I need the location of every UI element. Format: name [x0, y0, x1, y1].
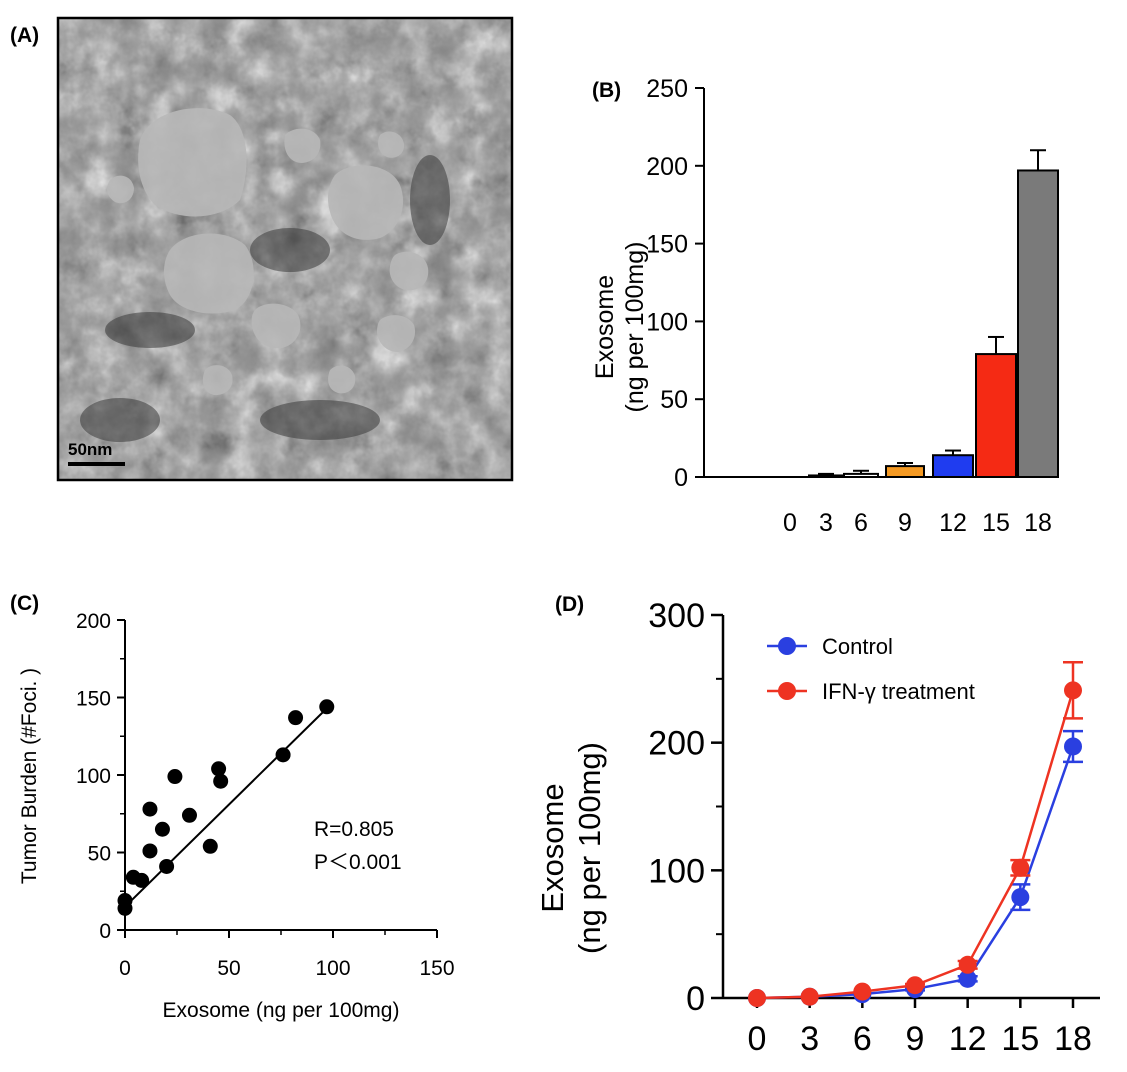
data-point — [1011, 858, 1030, 877]
y-tick-label: 200 — [646, 153, 688, 181]
micrograph-frame — [56, 16, 514, 482]
y-axis-title-line1: Exosome — [591, 275, 619, 379]
bar-12 — [932, 454, 974, 479]
series-ifn-gamma — [748, 660, 1083, 1007]
x-tick-label: 0 — [783, 509, 797, 537]
scale-bar — [68, 462, 125, 466]
y-axis-title: Tumor Burden (#Foci. ) — [18, 668, 41, 884]
y-tick-label: 150 — [646, 231, 688, 259]
y-tick-label: 100 — [76, 765, 111, 788]
x-tick-label: 9 — [906, 1020, 925, 1058]
data-point — [958, 969, 977, 988]
x-tick-label: 9 — [898, 509, 912, 537]
y-axis-title-line2: (ng per 100mg) — [572, 742, 607, 954]
scatter-point — [319, 699, 335, 715]
x-tick-label: 12 — [939, 509, 967, 537]
series-control — [748, 729, 1083, 1007]
data-point — [1064, 737, 1082, 756]
y-tick-label: 250 — [646, 75, 688, 103]
panel-a-micrograph: (A) — [10, 16, 514, 482]
x-tick-label: 0 — [119, 957, 131, 980]
bar-9 — [885, 465, 925, 479]
scatter-point — [181, 807, 197, 823]
y-tick-label: 0 — [674, 464, 688, 492]
x-tick-label: 0 — [748, 1020, 767, 1058]
bar-15 — [975, 353, 1017, 478]
y-tick-label: 100 — [646, 308, 688, 336]
regression-line — [124, 707, 328, 908]
y-tick-label: 50 — [88, 843, 111, 866]
scatter-point — [211, 761, 227, 777]
panel-a-label: (A) — [10, 24, 39, 47]
scatter-point — [275, 747, 291, 763]
y-tick-label: 100 — [648, 852, 705, 890]
data-point — [906, 976, 924, 995]
x-tick-label: 100 — [315, 957, 350, 980]
legend: Control IFN-γ treatment — [767, 634, 975, 704]
scatter-point — [167, 769, 183, 785]
legend-swatch-marker — [778, 637, 796, 655]
y-tick-label: 50 — [660, 386, 688, 414]
legend-swatch-marker — [778, 682, 796, 700]
data-point — [800, 987, 819, 1006]
x-tick-label: 12 — [949, 1020, 987, 1058]
y-tick-label: 0 — [99, 920, 111, 943]
bar-3 — [808, 474, 844, 479]
x-tick-label: 3 — [819, 509, 833, 537]
y-tick-label: 200 — [76, 610, 111, 633]
scale-bar-label: 50nm — [68, 440, 112, 459]
x-axis-title: Exosome (ng per 100mg) — [163, 999, 400, 1022]
scatter-point — [154, 821, 170, 837]
scatter-point — [142, 801, 158, 817]
y-axis: 0 50 100 150 200 250 — [646, 75, 1050, 492]
x-tick-label: 50 — [217, 957, 240, 980]
data-point — [958, 955, 977, 974]
fit-line — [124, 707, 328, 908]
p-value: P＜0.001 — [314, 851, 402, 874]
x-tick-label: 6 — [853, 1020, 872, 1058]
legend-label: IFN-γ treatment — [822, 679, 975, 704]
y-tick-label: 200 — [648, 725, 705, 763]
bar-6 — [843, 472, 879, 479]
data-point — [853, 982, 872, 1001]
panel-b-label: (B) — [592, 79, 621, 102]
scatter-point — [134, 872, 150, 888]
scatter-point — [202, 838, 218, 854]
x-tick-label: 150 — [419, 957, 454, 980]
x-tick-label: 15 — [1001, 1020, 1039, 1058]
x-tick-label: 6 — [854, 509, 868, 537]
axes: 0 50 100 150 200 0 50 100 150 — [76, 610, 455, 980]
y-tick-label: 0 — [686, 980, 705, 1018]
y-axis-title-line1: Exosome — [535, 783, 570, 912]
legend-label: Control — [822, 634, 893, 659]
scatter-point — [213, 773, 229, 789]
scatter-point — [288, 710, 304, 726]
series-line — [756, 689, 1075, 1000]
panel-c-label: (C) — [10, 592, 39, 615]
data-point — [1064, 681, 1082, 700]
data-point — [1011, 888, 1030, 907]
scatter-point — [142, 843, 158, 859]
y-tick-label: 150 — [76, 688, 111, 711]
bars — [808, 149, 1059, 479]
y-axis-title-line2: (ng per 100mg) — [621, 242, 649, 413]
series — [748, 660, 1083, 1007]
y-tick-label: 300 — [648, 597, 705, 635]
x-tick-label: 15 — [982, 509, 1010, 537]
bar-18 — [1017, 169, 1059, 479]
data-point — [748, 989, 766, 1007]
panel-c-scatter: (C) 0 50 100 150 200 0 50 100 150 R=0.805 P＜0.00… — [10, 592, 455, 1022]
micrograph-image: 50nm — [58, 18, 512, 480]
x-tick-labels: 0 3 6 9 12 15 18 — [783, 509, 1052, 537]
x-tick-label: 3 — [800, 1020, 819, 1058]
panel-d-label: (D) — [555, 593, 584, 616]
correlation-r: R=0.805 — [314, 818, 394, 841]
x-tick-label: 18 — [1054, 1020, 1092, 1058]
x-tick-label: 18 — [1024, 509, 1052, 537]
